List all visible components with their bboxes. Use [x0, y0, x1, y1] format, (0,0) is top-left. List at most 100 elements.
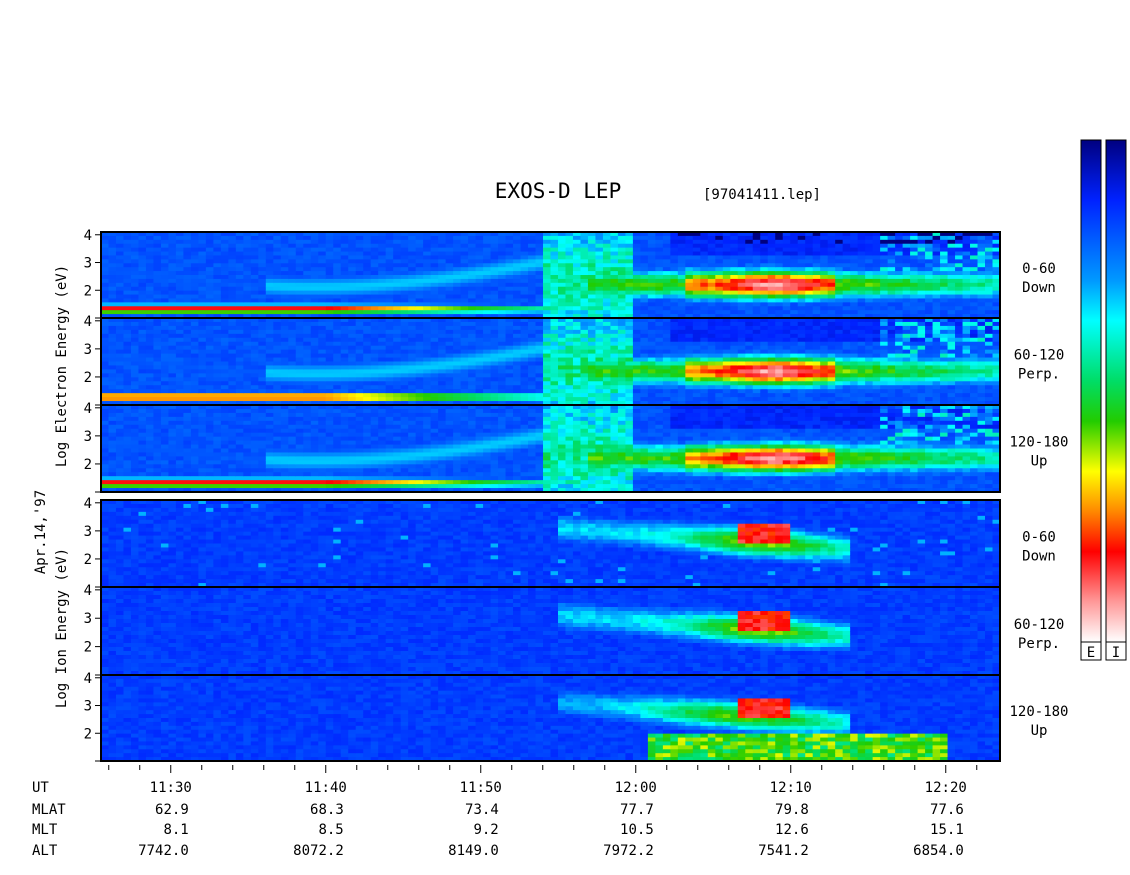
heat-cell: [138, 310, 146, 315]
heat-cell: [318, 342, 326, 347]
heat-cell: [326, 279, 334, 284]
heat-cell: [101, 295, 109, 300]
heat-cell: [168, 244, 176, 249]
heat-cell: [498, 240, 506, 245]
heat-cell: [895, 271, 903, 276]
heat-cell: [565, 302, 573, 307]
heat-cell: [715, 362, 723, 367]
heat-cell: [603, 389, 611, 394]
heat-cell: [183, 326, 191, 331]
heat-cell: [805, 342, 813, 347]
heat-cell: [813, 279, 821, 284]
heat-cell: [595, 389, 603, 394]
heat-cell: [431, 369, 439, 374]
heat-cell: [476, 350, 484, 355]
heat-cell: [625, 267, 633, 272]
heat-cell: [513, 365, 521, 370]
heat-cell: [970, 283, 978, 288]
heat-cell: [221, 385, 229, 390]
heat-cell: [191, 295, 199, 300]
heat-cell: [588, 346, 596, 351]
heat-cell: [221, 302, 229, 307]
heat-cell: [221, 330, 229, 335]
heat-cell: [865, 236, 873, 241]
heat-cell: [401, 298, 409, 303]
heat-cell: [783, 334, 791, 339]
heat-cell: [431, 279, 439, 284]
heat-cell: [835, 263, 843, 268]
heat-cell: [633, 283, 641, 288]
heat-cell: [970, 236, 978, 241]
heat-cell: [790, 381, 798, 386]
heat-cell: [618, 362, 626, 367]
heat-cell: [446, 358, 454, 363]
heat-cell: [476, 330, 484, 335]
heat-cell: [168, 326, 176, 331]
heat-cell: [371, 389, 379, 394]
heat-cell: [198, 291, 206, 296]
heat-cell: [565, 248, 573, 253]
heat-cell: [715, 263, 723, 268]
heat-cell: [820, 397, 828, 402]
heat-cell: [700, 346, 708, 351]
heat-cell: [985, 244, 993, 249]
heat-cell: [273, 330, 281, 335]
heat-cell: [273, 350, 281, 355]
heat-cell: [715, 322, 723, 327]
heat-cell: [386, 236, 394, 241]
heat-cell: [311, 259, 319, 264]
heat-cell: [408, 330, 416, 335]
heat-cell: [513, 369, 521, 374]
heat-cell: [640, 358, 648, 363]
heat-cell: [543, 338, 551, 343]
heat-cell: [768, 350, 776, 355]
heat-cell: [573, 263, 581, 268]
heat-cell: [850, 354, 858, 359]
heat-cell: [618, 397, 626, 402]
heat-cell: [588, 267, 596, 272]
heat-cell: [978, 283, 986, 288]
heat-cell: [183, 279, 191, 284]
heat-cell: [783, 302, 791, 307]
heat-cell: [903, 302, 911, 307]
heat-cell: [963, 271, 971, 276]
heat-cell: [580, 267, 588, 272]
heat-cell: [760, 236, 768, 241]
heat-cell: [873, 275, 881, 280]
heat-cell: [296, 244, 304, 249]
heat-cell: [468, 283, 476, 288]
heat-cell: [506, 342, 514, 347]
heat-cell: [453, 381, 461, 386]
heat-cell: [498, 271, 506, 276]
heat-cell: [446, 252, 454, 257]
heat-cell: [521, 381, 529, 386]
heat-cell: [910, 240, 918, 245]
heat-cell: [446, 354, 454, 359]
heat-cell: [258, 271, 266, 276]
heat-cell: [843, 291, 851, 296]
heat-cell: [873, 377, 881, 382]
heat-cell: [446, 287, 454, 292]
heat-cell: [738, 389, 746, 394]
heat-cell: [281, 322, 289, 327]
heat-cell: [266, 334, 274, 339]
heat-cell: [363, 267, 371, 272]
heat-cell: [168, 275, 176, 280]
heat-cell: [536, 291, 544, 296]
heat-cell: [416, 244, 424, 249]
heat-cell: [116, 279, 124, 284]
heat-cell: [610, 259, 618, 264]
heat-cell: [356, 350, 364, 355]
heat-cell: [873, 369, 881, 374]
heat-cell: [273, 377, 281, 382]
heat-cell: [715, 338, 723, 343]
heat-cell: [820, 244, 828, 249]
heat-cell: [828, 397, 836, 402]
heat-cell: [266, 389, 274, 394]
heat-cell: [146, 267, 154, 272]
heat-cell: [715, 354, 723, 359]
heat-cell: [955, 295, 963, 300]
heat-cell: [573, 295, 581, 300]
heat-cell: [693, 267, 701, 272]
heat-cell: [895, 283, 903, 288]
